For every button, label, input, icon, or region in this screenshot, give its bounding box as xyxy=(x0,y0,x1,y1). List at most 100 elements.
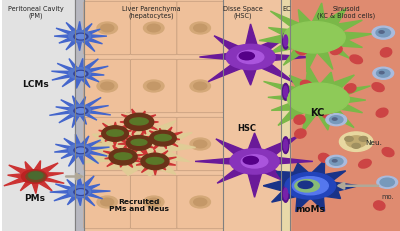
FancyBboxPatch shape xyxy=(84,118,131,171)
FancyBboxPatch shape xyxy=(130,118,177,171)
Ellipse shape xyxy=(374,201,385,210)
Bar xyxy=(290,0,400,231)
Text: mo.: mo. xyxy=(381,193,394,199)
FancyBboxPatch shape xyxy=(84,2,131,55)
Circle shape xyxy=(345,137,353,142)
Circle shape xyxy=(190,23,210,35)
FancyBboxPatch shape xyxy=(84,60,131,113)
Circle shape xyxy=(190,81,210,93)
Circle shape xyxy=(109,149,137,165)
Text: PMs: PMs xyxy=(24,193,45,202)
Text: Sinusoid
(KC & Blood cells): Sinusoid (KC & Blood cells) xyxy=(317,6,375,19)
Circle shape xyxy=(101,198,114,206)
Circle shape xyxy=(144,138,164,150)
Polygon shape xyxy=(263,161,358,212)
Ellipse shape xyxy=(282,186,289,202)
Circle shape xyxy=(190,196,210,208)
Bar xyxy=(84,0,224,231)
Circle shape xyxy=(126,136,152,151)
Ellipse shape xyxy=(69,31,90,43)
Ellipse shape xyxy=(74,147,88,154)
Ellipse shape xyxy=(295,129,306,139)
Ellipse shape xyxy=(29,172,43,179)
Bar xyxy=(224,0,281,231)
Circle shape xyxy=(147,25,160,33)
Circle shape xyxy=(359,137,368,142)
Polygon shape xyxy=(145,128,182,150)
Ellipse shape xyxy=(282,84,289,101)
Ellipse shape xyxy=(130,118,148,125)
Text: Recruited
PMs and Neus: Recruited PMs and Neus xyxy=(109,198,169,211)
Circle shape xyxy=(330,158,343,166)
Circle shape xyxy=(372,27,394,40)
Ellipse shape xyxy=(294,116,305,125)
FancyBboxPatch shape xyxy=(130,60,177,113)
Ellipse shape xyxy=(114,153,132,160)
Ellipse shape xyxy=(284,140,288,151)
Ellipse shape xyxy=(284,87,288,98)
Text: Neu.: Neu. xyxy=(365,139,382,145)
Circle shape xyxy=(194,198,207,206)
Polygon shape xyxy=(54,134,110,167)
Circle shape xyxy=(97,138,118,150)
Polygon shape xyxy=(49,96,111,128)
FancyBboxPatch shape xyxy=(177,176,224,229)
Circle shape xyxy=(373,68,394,80)
FancyBboxPatch shape xyxy=(130,2,177,55)
Polygon shape xyxy=(54,22,107,52)
Circle shape xyxy=(194,25,207,33)
Ellipse shape xyxy=(146,158,164,164)
Ellipse shape xyxy=(350,56,362,64)
Ellipse shape xyxy=(344,84,356,94)
FancyBboxPatch shape xyxy=(177,60,224,113)
Bar xyxy=(281,0,290,231)
Circle shape xyxy=(326,114,347,126)
Ellipse shape xyxy=(380,49,392,58)
Ellipse shape xyxy=(76,190,86,194)
Polygon shape xyxy=(50,174,110,206)
FancyBboxPatch shape xyxy=(177,2,224,55)
Circle shape xyxy=(147,141,160,148)
Circle shape xyxy=(101,141,114,148)
Polygon shape xyxy=(99,122,133,146)
Ellipse shape xyxy=(107,130,124,137)
Ellipse shape xyxy=(332,118,337,121)
Ellipse shape xyxy=(226,45,275,70)
Text: moMs: moMs xyxy=(296,204,325,213)
Ellipse shape xyxy=(22,170,47,183)
Polygon shape xyxy=(103,145,144,168)
Circle shape xyxy=(101,25,114,33)
Ellipse shape xyxy=(69,105,90,116)
Polygon shape xyxy=(52,59,108,89)
Text: KC: KC xyxy=(310,107,325,117)
FancyBboxPatch shape xyxy=(130,176,177,229)
Circle shape xyxy=(141,154,169,170)
Ellipse shape xyxy=(300,81,312,90)
Ellipse shape xyxy=(322,111,335,120)
Circle shape xyxy=(352,144,360,149)
Circle shape xyxy=(144,196,164,208)
Circle shape xyxy=(144,81,164,93)
Circle shape xyxy=(147,83,160,90)
Ellipse shape xyxy=(230,149,279,174)
Polygon shape xyxy=(120,109,158,135)
Ellipse shape xyxy=(379,32,384,34)
Circle shape xyxy=(194,141,207,148)
Ellipse shape xyxy=(359,160,371,168)
Ellipse shape xyxy=(288,84,349,115)
Ellipse shape xyxy=(298,181,313,188)
Ellipse shape xyxy=(26,171,46,182)
Ellipse shape xyxy=(296,46,307,55)
Ellipse shape xyxy=(154,135,171,141)
Circle shape xyxy=(377,176,398,188)
FancyBboxPatch shape xyxy=(177,118,224,171)
Circle shape xyxy=(340,132,373,152)
Circle shape xyxy=(97,23,118,35)
Text: Peritoneal Cavity
(PM): Peritoneal Cavity (PM) xyxy=(8,6,63,19)
Text: Disse Space
(HSC): Disse Space (HSC) xyxy=(223,6,262,19)
Bar xyxy=(75,0,84,231)
Ellipse shape xyxy=(292,177,328,195)
Polygon shape xyxy=(134,150,176,175)
Polygon shape xyxy=(200,25,312,86)
Circle shape xyxy=(346,136,366,148)
